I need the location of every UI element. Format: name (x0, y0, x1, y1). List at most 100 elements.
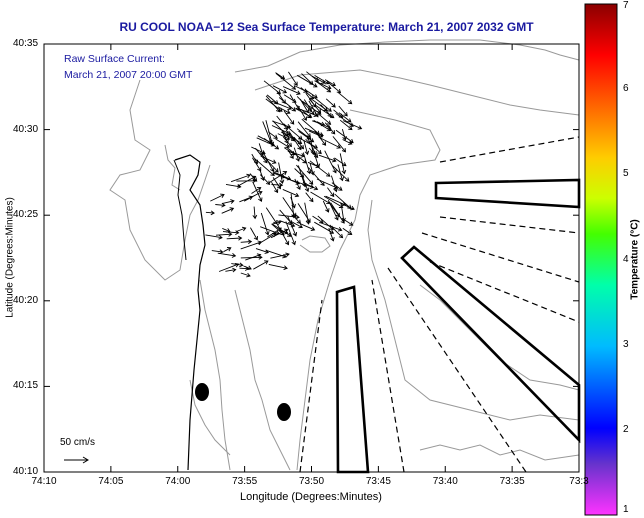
current-vector (263, 138, 280, 150)
current-vector (304, 202, 311, 225)
current-vector (285, 129, 295, 142)
current-vector (271, 100, 292, 111)
shipping-lane-east (434, 178, 581, 209)
y-tick-label: 40:10 (13, 466, 39, 477)
current-vector (222, 227, 231, 233)
current-vector (303, 139, 310, 156)
current-vector (341, 217, 354, 226)
current-vector (278, 97, 297, 112)
colorbar-tick-label: 1 (623, 504, 629, 515)
current-vector (283, 147, 296, 156)
current-vector (339, 119, 353, 131)
current-vector (205, 210, 215, 216)
current-vector (256, 137, 276, 147)
current-vector (266, 94, 279, 105)
current-vector (288, 71, 298, 87)
current-vector (332, 136, 347, 153)
current-vector (310, 191, 331, 205)
x-tick-label: 73:50 (298, 476, 325, 487)
x-tick-label: 74:05 (98, 476, 124, 487)
current-vector (309, 136, 316, 156)
current-vector (205, 234, 223, 240)
current-vector (252, 181, 263, 202)
current-vector (304, 89, 318, 99)
current-vector (236, 178, 257, 184)
current-vector (240, 272, 251, 278)
current-vector (313, 152, 321, 169)
coastline-inlet (173, 159, 187, 261)
current-vector (255, 248, 270, 254)
y-tick-label: 40:35 (13, 38, 39, 49)
y-tick-label: 40:25 (13, 209, 39, 221)
current-vector (211, 249, 224, 255)
current-vector (260, 212, 270, 236)
contour-11 (299, 235, 331, 253)
lane-dash-3 (439, 136, 580, 163)
current-vector (270, 228, 289, 239)
current-vector (282, 197, 297, 218)
current-vector (314, 221, 335, 234)
current-vector (277, 133, 291, 140)
current-vector (275, 138, 290, 148)
current-vector (272, 85, 288, 94)
shipping-lanes (335, 178, 581, 474)
current-vector (342, 120, 363, 130)
current-vector (319, 222, 343, 232)
colorbar (584, 3, 618, 516)
current-vector (338, 105, 348, 117)
x-axis-label: Longitude (Degrees:Minutes) (240, 491, 382, 503)
current-vector (275, 222, 290, 246)
current-vector (322, 200, 330, 213)
current-vector (240, 239, 253, 245)
current-vector (236, 226, 247, 232)
current-vector (267, 227, 282, 238)
colorbar-tick-label: 6 (623, 83, 629, 95)
current-vector (302, 176, 310, 193)
current-vector (276, 91, 286, 104)
current-vector (305, 92, 317, 108)
colorbar-label: Temperature (°C) (629, 219, 641, 300)
shipping-lane-southeast (400, 245, 581, 444)
scale-arrow (64, 456, 89, 464)
colorbar-tick-label: 4 (623, 253, 629, 265)
current-vector (305, 138, 322, 155)
contour-8 (234, 289, 291, 471)
current-vector (337, 164, 345, 182)
x-tick-label: 73:35 (499, 476, 525, 487)
buoy-1 (195, 383, 209, 401)
current-vector (253, 260, 269, 270)
current-vector (270, 252, 290, 259)
current-vector (319, 114, 332, 125)
current-vector (320, 104, 332, 118)
current-vector (328, 202, 339, 221)
current-vector (294, 178, 301, 190)
contour-3 (296, 109, 441, 471)
bathymetry-contours (109, 39, 580, 471)
x-tick-label: 74:00 (165, 476, 191, 487)
current-vector (297, 203, 311, 223)
current-vector (298, 108, 319, 117)
current-vector (268, 171, 288, 184)
y-tick-label: 40:30 (13, 123, 39, 135)
current-vector (268, 263, 288, 271)
current-vector (265, 207, 278, 225)
current-vector (245, 253, 262, 261)
current-vector (226, 235, 243, 241)
current-vector (325, 98, 336, 108)
current-vector (309, 160, 331, 177)
current-vector (341, 128, 347, 141)
y-tick-label: 40:20 (13, 294, 39, 306)
current-vector (331, 182, 343, 191)
current-vector (333, 109, 344, 118)
current-vector (312, 215, 324, 224)
current-vector (339, 153, 347, 175)
current-vector (313, 97, 332, 112)
lane-dash-2 (371, 279, 405, 473)
current-vector (260, 155, 277, 164)
current-vector (275, 73, 297, 90)
current-vector (278, 214, 300, 220)
current-vector (301, 100, 322, 115)
current-vector (314, 75, 330, 85)
contour-7 (199, 279, 231, 471)
